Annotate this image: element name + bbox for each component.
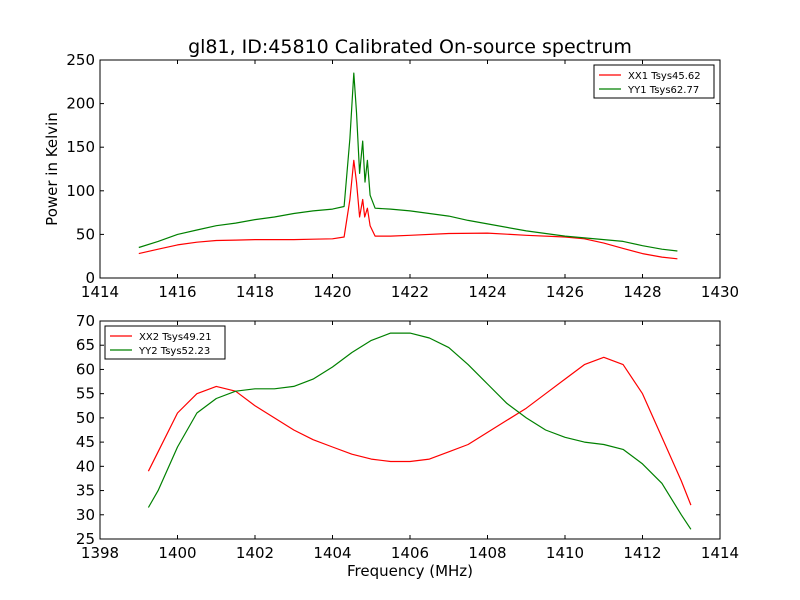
y-tick-label-1-4: 45 — [76, 433, 95, 451]
y-tick-label-1-6: 55 — [76, 385, 95, 403]
y-tick-label-1-5: 50 — [76, 409, 95, 427]
x-tick-label-1-3: 1404 — [313, 544, 351, 562]
bottom-legend: XX2 Tsys49.21 YY2 Tsys52.23 — [104, 325, 226, 360]
legend-label-0-0: XX1 Tsys45.62 — [628, 71, 701, 82]
series-line-1-1 — [147, 332, 692, 530]
y-tick-label-0-0: 0 — [85, 269, 95, 287]
y-tick-label-1-7: 60 — [76, 360, 95, 378]
x-tick-label-0-6: 1426 — [546, 283, 584, 301]
top-y-axis-label: Power in Kelvin — [43, 112, 61, 226]
x-tick-label-1-2: 1402 — [236, 544, 274, 562]
x-tick-label-0-0: 1414 — [81, 283, 119, 301]
y-tick-label-1-3: 40 — [76, 457, 95, 475]
x-tick-label-1-6: 1410 — [546, 544, 584, 562]
y-tick-label-0-4: 200 — [66, 95, 95, 113]
x-tick-label-1-7: 1412 — [623, 544, 661, 562]
x-tick-label-1-8: 1414 — [701, 544, 739, 562]
top-axes-frame — [99, 59, 721, 279]
x-tick-label-1-0: 1398 — [81, 544, 119, 562]
top-series-group — [138, 72, 678, 260]
bottom-panel: 1398 1400 1402 1404 1406 1408 1410 1412 1414 25 30… — [76, 312, 739, 580]
legend-label-0-1: YY1 Tsys62.77 — [627, 85, 699, 96]
y-tick-label-0-1: 50 — [76, 225, 95, 243]
y-tick-label-1-8: 65 — [76, 336, 95, 354]
x-tick-label-1-1: 1400 — [158, 544, 196, 562]
y-tick-label-1-2: 35 — [76, 482, 95, 500]
top-panel: 1414 1416 1418 1420 1422 1424 1426 1428 1430 0 50 1… — [43, 51, 739, 301]
bottom-series-group — [147, 332, 692, 530]
bottom-x-axis-label: Frequency (MHz) — [347, 562, 473, 580]
x-tick-label-0-2: 1418 — [236, 283, 274, 301]
x-tick-label-0-7: 1428 — [623, 283, 661, 301]
chart-title: gl81, ID:45810 Calibrated On-source spec… — [188, 36, 632, 58]
y-tick-label-0-3: 150 — [66, 138, 95, 156]
x-tick-label-0-1: 1416 — [158, 283, 196, 301]
x-tick-label-1-4: 1406 — [391, 544, 429, 562]
x-tick-label-0-8: 1430 — [701, 283, 739, 301]
legend-label-1-1: YY2 Tsys52.23 — [138, 346, 210, 357]
top-legend: XX1 Tsys45.62 YY1 Tsys62.77 — [593, 64, 715, 99]
legend-box-0 — [593, 64, 715, 99]
y-tick-label-0-2: 100 — [66, 182, 95, 200]
x-tick-label-0-5: 1424 — [468, 283, 506, 301]
bottom-axes-frame — [99, 320, 721, 540]
legend-label-1-0: XX2 Tsys49.21 — [139, 332, 212, 343]
x-tick-label-1-5: 1408 — [468, 544, 506, 562]
y-tick-label-1-9: 70 — [76, 312, 95, 330]
series-line-1-0 — [147, 356, 692, 506]
y-tick-label-1-1: 30 — [76, 506, 95, 524]
top-ticks-group: 1414 1416 1418 1420 1422 1424 1426 1428 1430 0 50 1… — [66, 51, 739, 301]
legend-box-1 — [104, 325, 226, 360]
series-line-0-0 — [138, 159, 678, 260]
y-tick-label-1-0: 25 — [76, 530, 95, 548]
series-line-0-1 — [138, 72, 678, 252]
x-tick-label-0-3: 1420 — [313, 283, 351, 301]
y-tick-label-0-5: 250 — [66, 51, 95, 69]
x-tick-label-0-4: 1422 — [391, 283, 429, 301]
